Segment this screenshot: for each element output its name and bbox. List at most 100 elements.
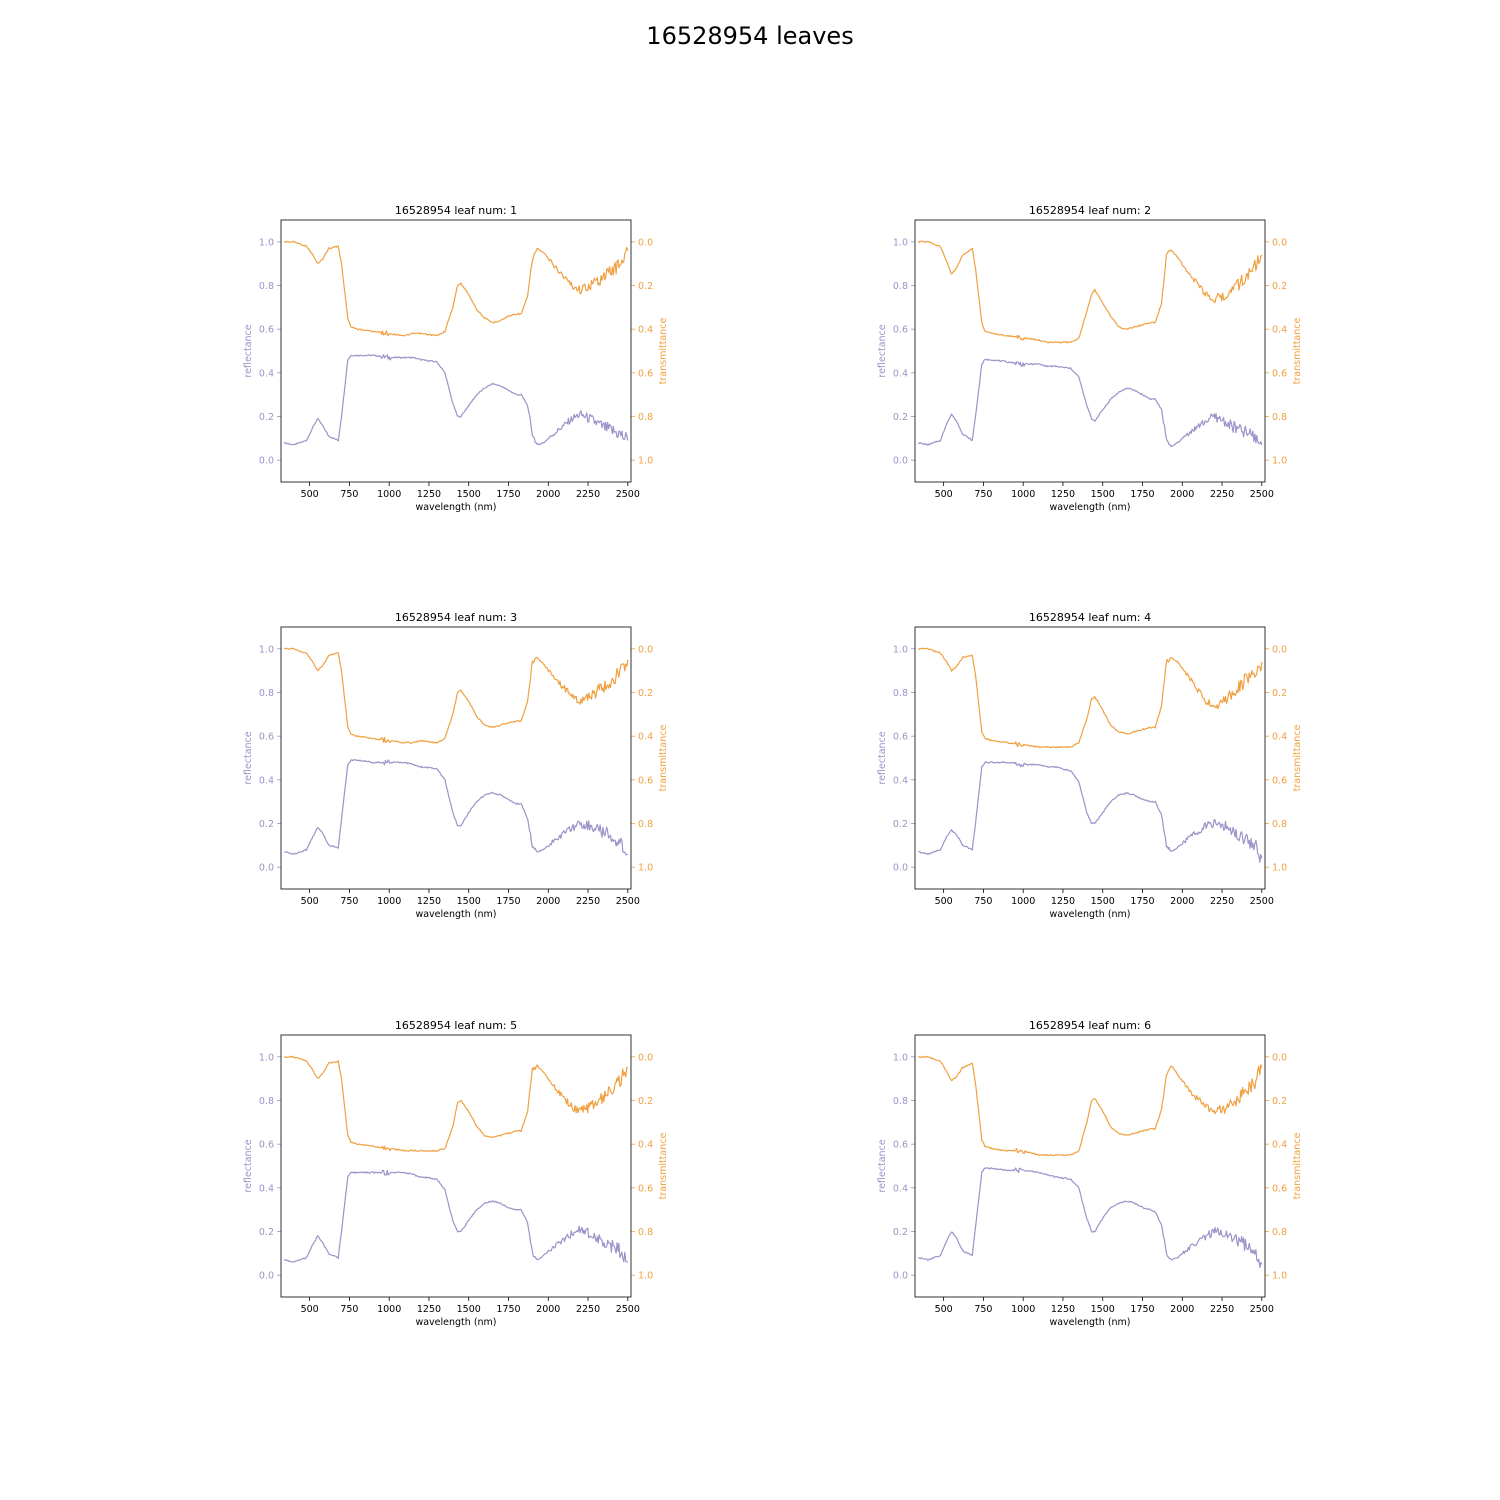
plot-1-ytick-label: 0.2 xyxy=(259,412,274,423)
plot-6-y2tick-label: 1.0 xyxy=(1272,1271,1287,1282)
plot-2-xlabel: wavelength (nm) xyxy=(1049,502,1130,513)
plot-6-xtick-label: 2500 xyxy=(1250,1304,1274,1315)
plot-4-xtick-label: 750 xyxy=(974,896,992,907)
plot-6-xtick-label: 1250 xyxy=(1051,1304,1075,1315)
plot-6-xtick-label: 2250 xyxy=(1210,1304,1234,1315)
plot-1-y2tick-label: 0.8 xyxy=(638,412,653,423)
plot-1-y2label: transmittance xyxy=(658,318,669,385)
plot-2-ytick-label: 0.6 xyxy=(893,325,908,336)
plot-2-title: 16528954 leaf num: 2 xyxy=(1029,204,1151,217)
plot-5-ytick-label: 0.4 xyxy=(259,1183,274,1194)
plot-5-ylabel: reflectance xyxy=(243,1139,254,1192)
plot-5-xtick-label: 1750 xyxy=(496,1304,520,1315)
plot-3-ytick-label: 0.4 xyxy=(259,775,274,786)
plot-2-series-reflectance xyxy=(918,358,1263,448)
plot-2-ylabel: reflectance xyxy=(877,324,888,377)
plot-1-ytick-label: 0.4 xyxy=(259,368,274,379)
plot-2-xtick-label: 2500 xyxy=(1250,489,1274,500)
plot-1-series-transmittance xyxy=(283,240,629,337)
plot-5-ytick-label: 0.0 xyxy=(259,1271,274,1282)
plot-1-ytick-label: 0.6 xyxy=(259,325,274,336)
plot-4-xtick-label: 1000 xyxy=(1011,896,1035,907)
plot-1-y2tick-label: 0.4 xyxy=(638,325,653,336)
plot-6-xtick-label: 1000 xyxy=(1011,1304,1035,1315)
plot-1-ytick-label: 0.8 xyxy=(259,281,274,292)
plot-4-ylabel: reflectance xyxy=(877,731,888,784)
plot-5-y2tick-label: 0.4 xyxy=(638,1140,653,1151)
plot-4-ytick-label: 0.6 xyxy=(893,732,908,743)
plot-6-frame xyxy=(914,1034,1266,1298)
plot-1-y2tick-label: 0.2 xyxy=(638,281,653,292)
plot-3-frame xyxy=(280,626,632,890)
plot-1-frame xyxy=(280,219,632,483)
plot-1-y2tick-label: 0.0 xyxy=(638,237,653,248)
plot-4-y2tick-label: 0.6 xyxy=(1272,775,1287,786)
plot-2-xtick-label: 500 xyxy=(935,489,953,500)
plot-4-xlabel: wavelength (nm) xyxy=(1049,909,1130,920)
plot-3-xtick-label: 750 xyxy=(340,896,358,907)
plot-4-frame xyxy=(914,626,1266,890)
plot-3-xtick-label: 2500 xyxy=(616,896,640,907)
plot-6-xtick-label: 750 xyxy=(974,1304,992,1315)
plot-5-y2tick-label: 0.8 xyxy=(638,1227,653,1238)
plot-6-xlabel: wavelength (nm) xyxy=(1049,1317,1130,1328)
plot-4-title: 16528954 leaf num: 4 xyxy=(1029,611,1151,624)
plot-3-xtick-label: 500 xyxy=(301,896,319,907)
plot-3-y2tick-label: 0.8 xyxy=(638,819,653,830)
plot-6-y2label: transmittance xyxy=(1292,1133,1303,1200)
plot-3-xtick-label: 2000 xyxy=(536,896,560,907)
plot-4-xtick-label: 2000 xyxy=(1170,896,1194,907)
plot-5-series-reflectance xyxy=(283,1169,628,1263)
plot-1-xtick-label: 1500 xyxy=(457,489,481,500)
plot-4-xtick-label: 1250 xyxy=(1051,896,1075,907)
plot-4-ytick-label: 0.2 xyxy=(893,819,908,830)
plot-1-y2tick-label: 1.0 xyxy=(638,456,653,467)
plot-5-xtick-label: 500 xyxy=(301,1304,319,1315)
plot-4-series-reflectance xyxy=(918,761,1263,863)
plot-6-xtick-label: 500 xyxy=(935,1304,953,1315)
plot-3-series-transmittance xyxy=(283,647,629,745)
plot-2-xtick-label: 1000 xyxy=(1011,489,1035,500)
plot-2-y2tick-label: 0.2 xyxy=(1272,281,1287,292)
plot-4-ytick-label: 1.0 xyxy=(893,644,908,655)
plot-2-y2tick-label: 0.6 xyxy=(1272,368,1287,379)
plot-1-xlabel: wavelength (nm) xyxy=(415,502,496,513)
plot-4-xtick-label: 1500 xyxy=(1091,896,1115,907)
plot-6-series-reflectance xyxy=(917,1167,1263,1269)
plot-6-ytick-label: 0.2 xyxy=(893,1227,908,1238)
plot-4-xtick-label: 2250 xyxy=(1210,896,1234,907)
plot-5-ytick-label: 1.0 xyxy=(259,1052,274,1063)
plot-2-xtick-label: 2250 xyxy=(1210,489,1234,500)
plot-5-y2tick-label: 0.0 xyxy=(638,1052,653,1063)
plot-6-y2tick-label: 0.2 xyxy=(1272,1096,1287,1107)
plot-6-ytick-label: 0.6 xyxy=(893,1140,908,1151)
plot-3-y2tick-label: 0.0 xyxy=(638,644,653,655)
plot-5-xtick-label: 1500 xyxy=(457,1304,481,1315)
plot-2-series-transmittance xyxy=(917,240,1263,344)
plot-6-ylabel: reflectance xyxy=(877,1139,888,1192)
plot-5-xtick-label: 750 xyxy=(340,1304,358,1315)
plot-1-ytick-label: 0.0 xyxy=(259,456,274,467)
plot-5-xtick-label: 1000 xyxy=(377,1304,401,1315)
plot-3-ytick-label: 0.2 xyxy=(259,819,274,830)
plot-2-y2tick-label: 0.4 xyxy=(1272,325,1287,336)
figure-title: 16528954 leaves xyxy=(646,22,854,50)
plot-6-y2tick-label: 0.6 xyxy=(1272,1183,1287,1194)
plot-6-y2tick-label: 0.8 xyxy=(1272,1227,1287,1238)
plot-3-xtick-label: 1500 xyxy=(457,896,481,907)
plot-3-y2tick-label: 0.6 xyxy=(638,775,653,786)
plot-3-ytick-label: 0.6 xyxy=(259,732,274,743)
plot-1-xtick-label: 1000 xyxy=(377,489,401,500)
plot-4-y2tick-label: 0.4 xyxy=(1272,732,1287,743)
plot-2-y2tick-label: 0.0 xyxy=(1272,237,1287,248)
plot-6-ytick-label: 0.0 xyxy=(893,1271,908,1282)
plot-2-xtick-label: 2000 xyxy=(1170,489,1194,500)
plot-6-ytick-label: 0.4 xyxy=(893,1183,908,1194)
plot-5-frame xyxy=(280,1034,632,1298)
plot-5-xtick-label: 2500 xyxy=(616,1304,640,1315)
plot-3-ytick-label: 1.0 xyxy=(259,644,274,655)
plot-2-ytick-label: 1.0 xyxy=(893,237,908,248)
plot-2-frame xyxy=(914,219,1266,483)
plot-1-xtick-label: 750 xyxy=(340,489,358,500)
plot-3-xtick-label: 1250 xyxy=(417,896,441,907)
